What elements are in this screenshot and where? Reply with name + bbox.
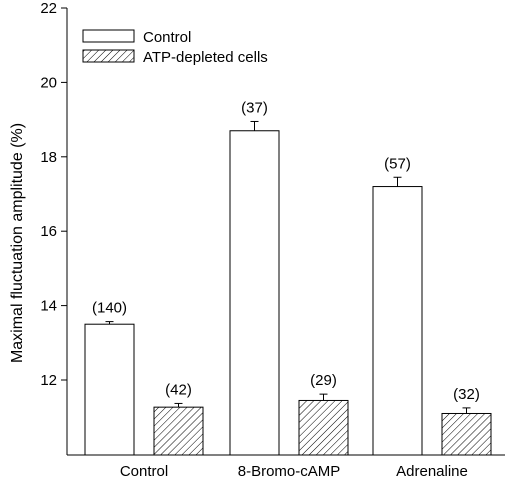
y-tick-label: 18	[40, 149, 57, 166]
bar	[84, 323, 135, 456]
y-tick-label: 14	[40, 298, 57, 315]
data-label: (29)	[310, 372, 337, 389]
legend-swatch	[82, 49, 135, 63]
bar	[153, 406, 204, 456]
bars: (140) (42) Control (37) (29) 8-Bromo-cAMP (57)…	[84, 99, 492, 480]
y-tick-label: 22	[40, 0, 57, 17]
y-tick-label: 20	[40, 74, 57, 91]
data-label: (57)	[384, 155, 411, 172]
data-label: (42)	[165, 381, 192, 398]
bar	[441, 412, 492, 456]
data-label: (32)	[453, 386, 480, 403]
x-tick-label: 8-Bromo-cAMP	[238, 463, 341, 480]
legend: Control ATP-depleted cells	[82, 29, 268, 66]
x-tick-label: Control	[120, 463, 168, 480]
bar	[298, 399, 349, 456]
bar	[372, 186, 423, 456]
data-label: (37)	[241, 99, 268, 116]
x-tick-label: Adrenaline	[396, 463, 468, 480]
y-axis-label: Maximal fluctuation amplitude (%)	[9, 123, 26, 363]
legend-label: ATP-depleted cells	[143, 49, 268, 66]
data-label: (140)	[92, 300, 127, 317]
bar	[229, 130, 280, 456]
axes: 12 14 16 18 20 22	[40, 0, 505, 456]
y-tick-label: 12	[40, 372, 57, 389]
legend-label: Control	[143, 29, 191, 46]
legend-swatch	[82, 29, 135, 43]
y-tick-label: 16	[40, 223, 57, 240]
